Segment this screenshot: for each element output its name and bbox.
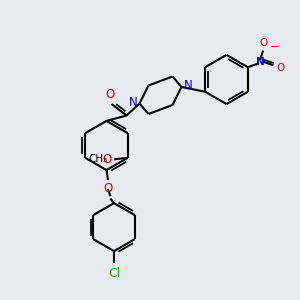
Text: O: O: [277, 63, 285, 73]
Text: O: O: [259, 38, 268, 48]
Text: CH₃: CH₃: [89, 154, 108, 164]
Text: O: O: [103, 182, 112, 195]
Text: −: −: [270, 40, 280, 53]
Text: Cl: Cl: [108, 267, 120, 280]
Text: N: N: [256, 57, 265, 67]
Text: N: N: [184, 79, 192, 92]
Text: O: O: [102, 153, 111, 166]
Text: O: O: [106, 88, 115, 100]
Text: N: N: [129, 96, 137, 109]
